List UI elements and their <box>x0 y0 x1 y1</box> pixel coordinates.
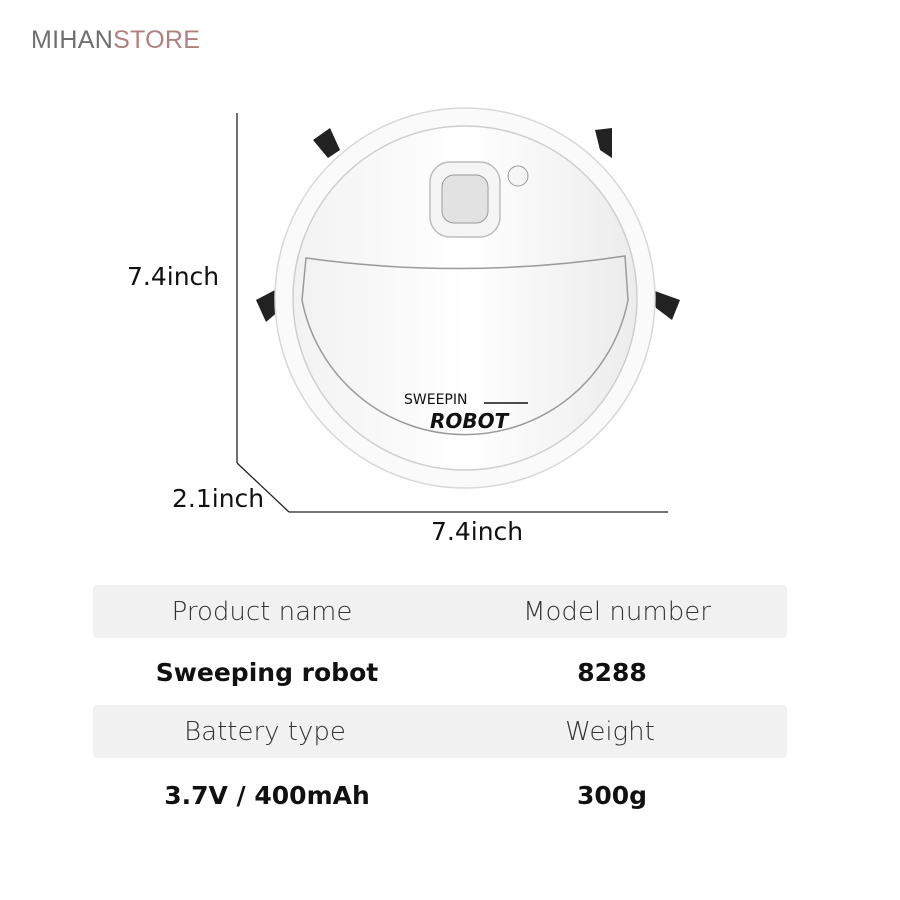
header-battery-type: Battery type <box>184 717 346 747</box>
width-dimension: 7.4inch <box>431 517 524 546</box>
spec-header-row-1 <box>93 585 787 638</box>
logo-part-store: STORE <box>113 26 201 54</box>
value-weight: 300g <box>576 781 648 810</box>
value-battery-type: 3.7V / 400mAh <box>164 781 370 810</box>
dimension-lines <box>236 113 668 513</box>
store-logo: MIHANSTORE <box>31 26 200 55</box>
value-model-number: 8288 <box>577 658 647 687</box>
spec-header-row-2 <box>93 705 787 758</box>
power-button-icon <box>507 165 529 187</box>
height-dimension: 7.4inch <box>127 262 220 291</box>
depth-dimension: 2.1inch <box>172 484 265 513</box>
header-product-name: Product name <box>171 597 353 627</box>
dust-cover <box>301 255 629 436</box>
robot-label-line1: SWEEPIN <box>404 392 467 408</box>
header-weight: Weight <box>565 717 655 747</box>
side-brushes <box>256 128 680 322</box>
value-product-name: Sweeping robot <box>155 658 379 687</box>
header-model-number: Model number <box>523 597 711 627</box>
robot-label-line2: ROBOT <box>430 409 510 433</box>
display-window <box>441 174 489 224</box>
logo-part-mihan: MIHAN <box>31 26 114 54</box>
depth-line <box>236 462 290 513</box>
robot-illustration: SWEEPIN ROBOT <box>236 107 680 513</box>
